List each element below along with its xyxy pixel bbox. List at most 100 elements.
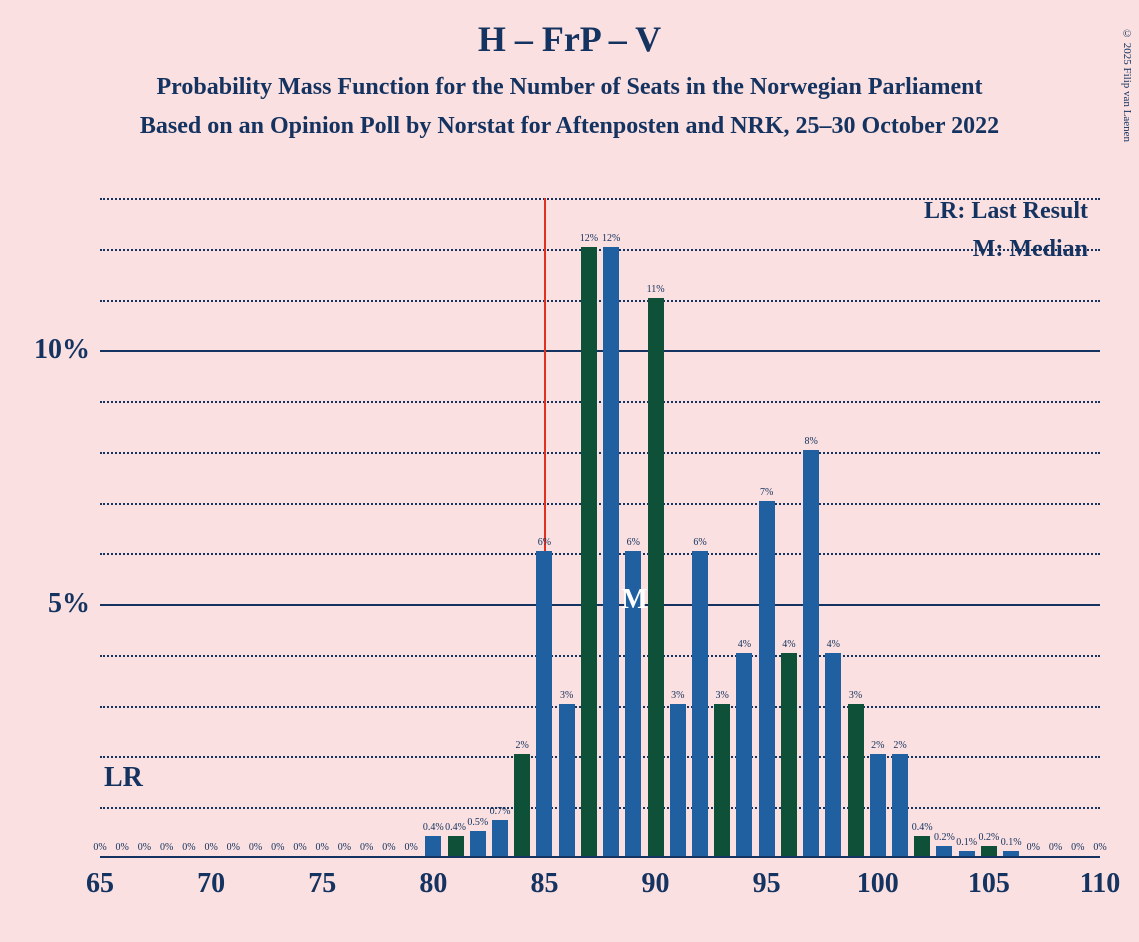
bar (425, 836, 441, 856)
x-axis-label: 90 (642, 868, 670, 900)
bar-value-label: 3% (849, 690, 862, 701)
bar-value-label: 0% (316, 842, 329, 853)
bar-value-label: 3% (671, 690, 684, 701)
bar-value-label: 4% (782, 639, 795, 650)
bar-value-label: 6% (627, 537, 640, 548)
y-axis-label: 5% (48, 588, 90, 620)
bar-value-label: 0% (249, 842, 262, 853)
bar (759, 501, 775, 856)
bar (848, 704, 864, 856)
bar-value-label: 3% (716, 690, 729, 701)
gridline-major (100, 604, 1100, 606)
bar-value-label: 2% (871, 740, 884, 751)
gridline-minor (100, 553, 1100, 555)
x-axis-label: 100 (857, 868, 899, 900)
bar-value-label: 0.5% (467, 817, 488, 828)
bar-value-label: 0% (1093, 842, 1106, 853)
gridline-minor (100, 655, 1100, 657)
gridline-minor (100, 198, 1100, 200)
bar (536, 551, 552, 856)
chart-subtitle-2: Based on an Opinion Poll by Norstat for … (0, 113, 1139, 140)
bar-value-label: 0% (227, 842, 240, 853)
bar-value-label: 12% (580, 233, 598, 244)
x-axis-label: 65 (86, 868, 114, 900)
bar-value-label: 12% (602, 233, 620, 244)
bar-value-label: 8% (804, 436, 817, 447)
bar-value-label: 2% (893, 740, 906, 751)
bar (959, 851, 975, 856)
gridline-minor (100, 706, 1100, 708)
gridline-minor (100, 300, 1100, 302)
bar-value-label: 2% (516, 740, 529, 751)
chart-area: LR: Last Result M: Median 5%10%657075808… (100, 198, 1100, 858)
x-axis-label: 80 (419, 868, 447, 900)
bar-value-label: 0% (404, 842, 417, 853)
bar (803, 450, 819, 856)
bar-value-label: 0.1% (956, 837, 977, 848)
bar-value-label: 0% (338, 842, 351, 853)
bar-value-label: 0% (1071, 842, 1084, 853)
bar (914, 836, 930, 856)
bar (448, 836, 464, 856)
bar (781, 653, 797, 856)
bar (514, 754, 530, 856)
bar-value-label: 0% (160, 842, 173, 853)
bar-value-label: 7% (760, 487, 773, 498)
bar-value-label: 3% (560, 690, 573, 701)
bar-value-label: 0% (93, 842, 106, 853)
bar-value-label: 6% (693, 537, 706, 548)
x-axis-label: 105 (968, 868, 1010, 900)
bar (492, 820, 508, 856)
bar (1003, 851, 1019, 856)
bar-value-label: 0% (382, 842, 395, 853)
bar-value-label: 0% (182, 842, 195, 853)
median-marker: M (621, 584, 647, 616)
chart-title: H – FrP – V (0, 18, 1139, 60)
gridline-minor (100, 503, 1100, 505)
bar-value-label: 0.2% (978, 832, 999, 843)
bar-value-label: 0% (293, 842, 306, 853)
bar-value-label: 0.4% (445, 822, 466, 833)
bar-value-label: 0.1% (1001, 837, 1022, 848)
bar-value-label: 0% (1027, 842, 1040, 853)
bar-value-label: 0.7% (490, 806, 511, 817)
gridline-minor (100, 249, 1100, 251)
copyright-text: © 2025 Filip van Laenen (1121, 28, 1133, 142)
bar-value-label: 4% (827, 639, 840, 650)
bar-value-label: 4% (738, 639, 751, 650)
bar (736, 653, 752, 856)
bar-value-label: 0.4% (912, 822, 933, 833)
bar-value-label: 0.2% (934, 832, 955, 843)
bar-value-label: 0% (138, 842, 151, 853)
bar-value-label: 0.4% (423, 822, 444, 833)
bar (892, 754, 908, 856)
bar (670, 704, 686, 856)
bar-value-label: 6% (538, 537, 551, 548)
bar (559, 704, 575, 856)
bar-value-label: 0% (116, 842, 129, 853)
gridline-minor (100, 452, 1100, 454)
x-axis-label: 110 (1080, 868, 1120, 900)
x-axis-label: 70 (197, 868, 225, 900)
lr-marker: LR (104, 762, 143, 794)
bar-value-label: 0% (204, 842, 217, 853)
bar (470, 831, 486, 856)
gridline-minor (100, 807, 1100, 809)
bar (870, 754, 886, 856)
bar (603, 247, 619, 856)
bar-value-label: 0% (360, 842, 373, 853)
gridline-major (100, 350, 1100, 352)
gridline-minor (100, 401, 1100, 403)
bar (981, 846, 997, 856)
bar (692, 551, 708, 856)
x-axis-label: 75 (308, 868, 336, 900)
bar (648, 298, 664, 856)
bar (825, 653, 841, 856)
y-axis-label: 10% (34, 334, 90, 366)
chart-subtitle-1: Probability Mass Function for the Number… (0, 74, 1139, 101)
x-axis-label: 95 (753, 868, 781, 900)
gridline-minor (100, 756, 1100, 758)
bar-value-label: 0% (271, 842, 284, 853)
x-axis-label: 85 (530, 868, 558, 900)
bar-value-label: 11% (647, 284, 665, 295)
